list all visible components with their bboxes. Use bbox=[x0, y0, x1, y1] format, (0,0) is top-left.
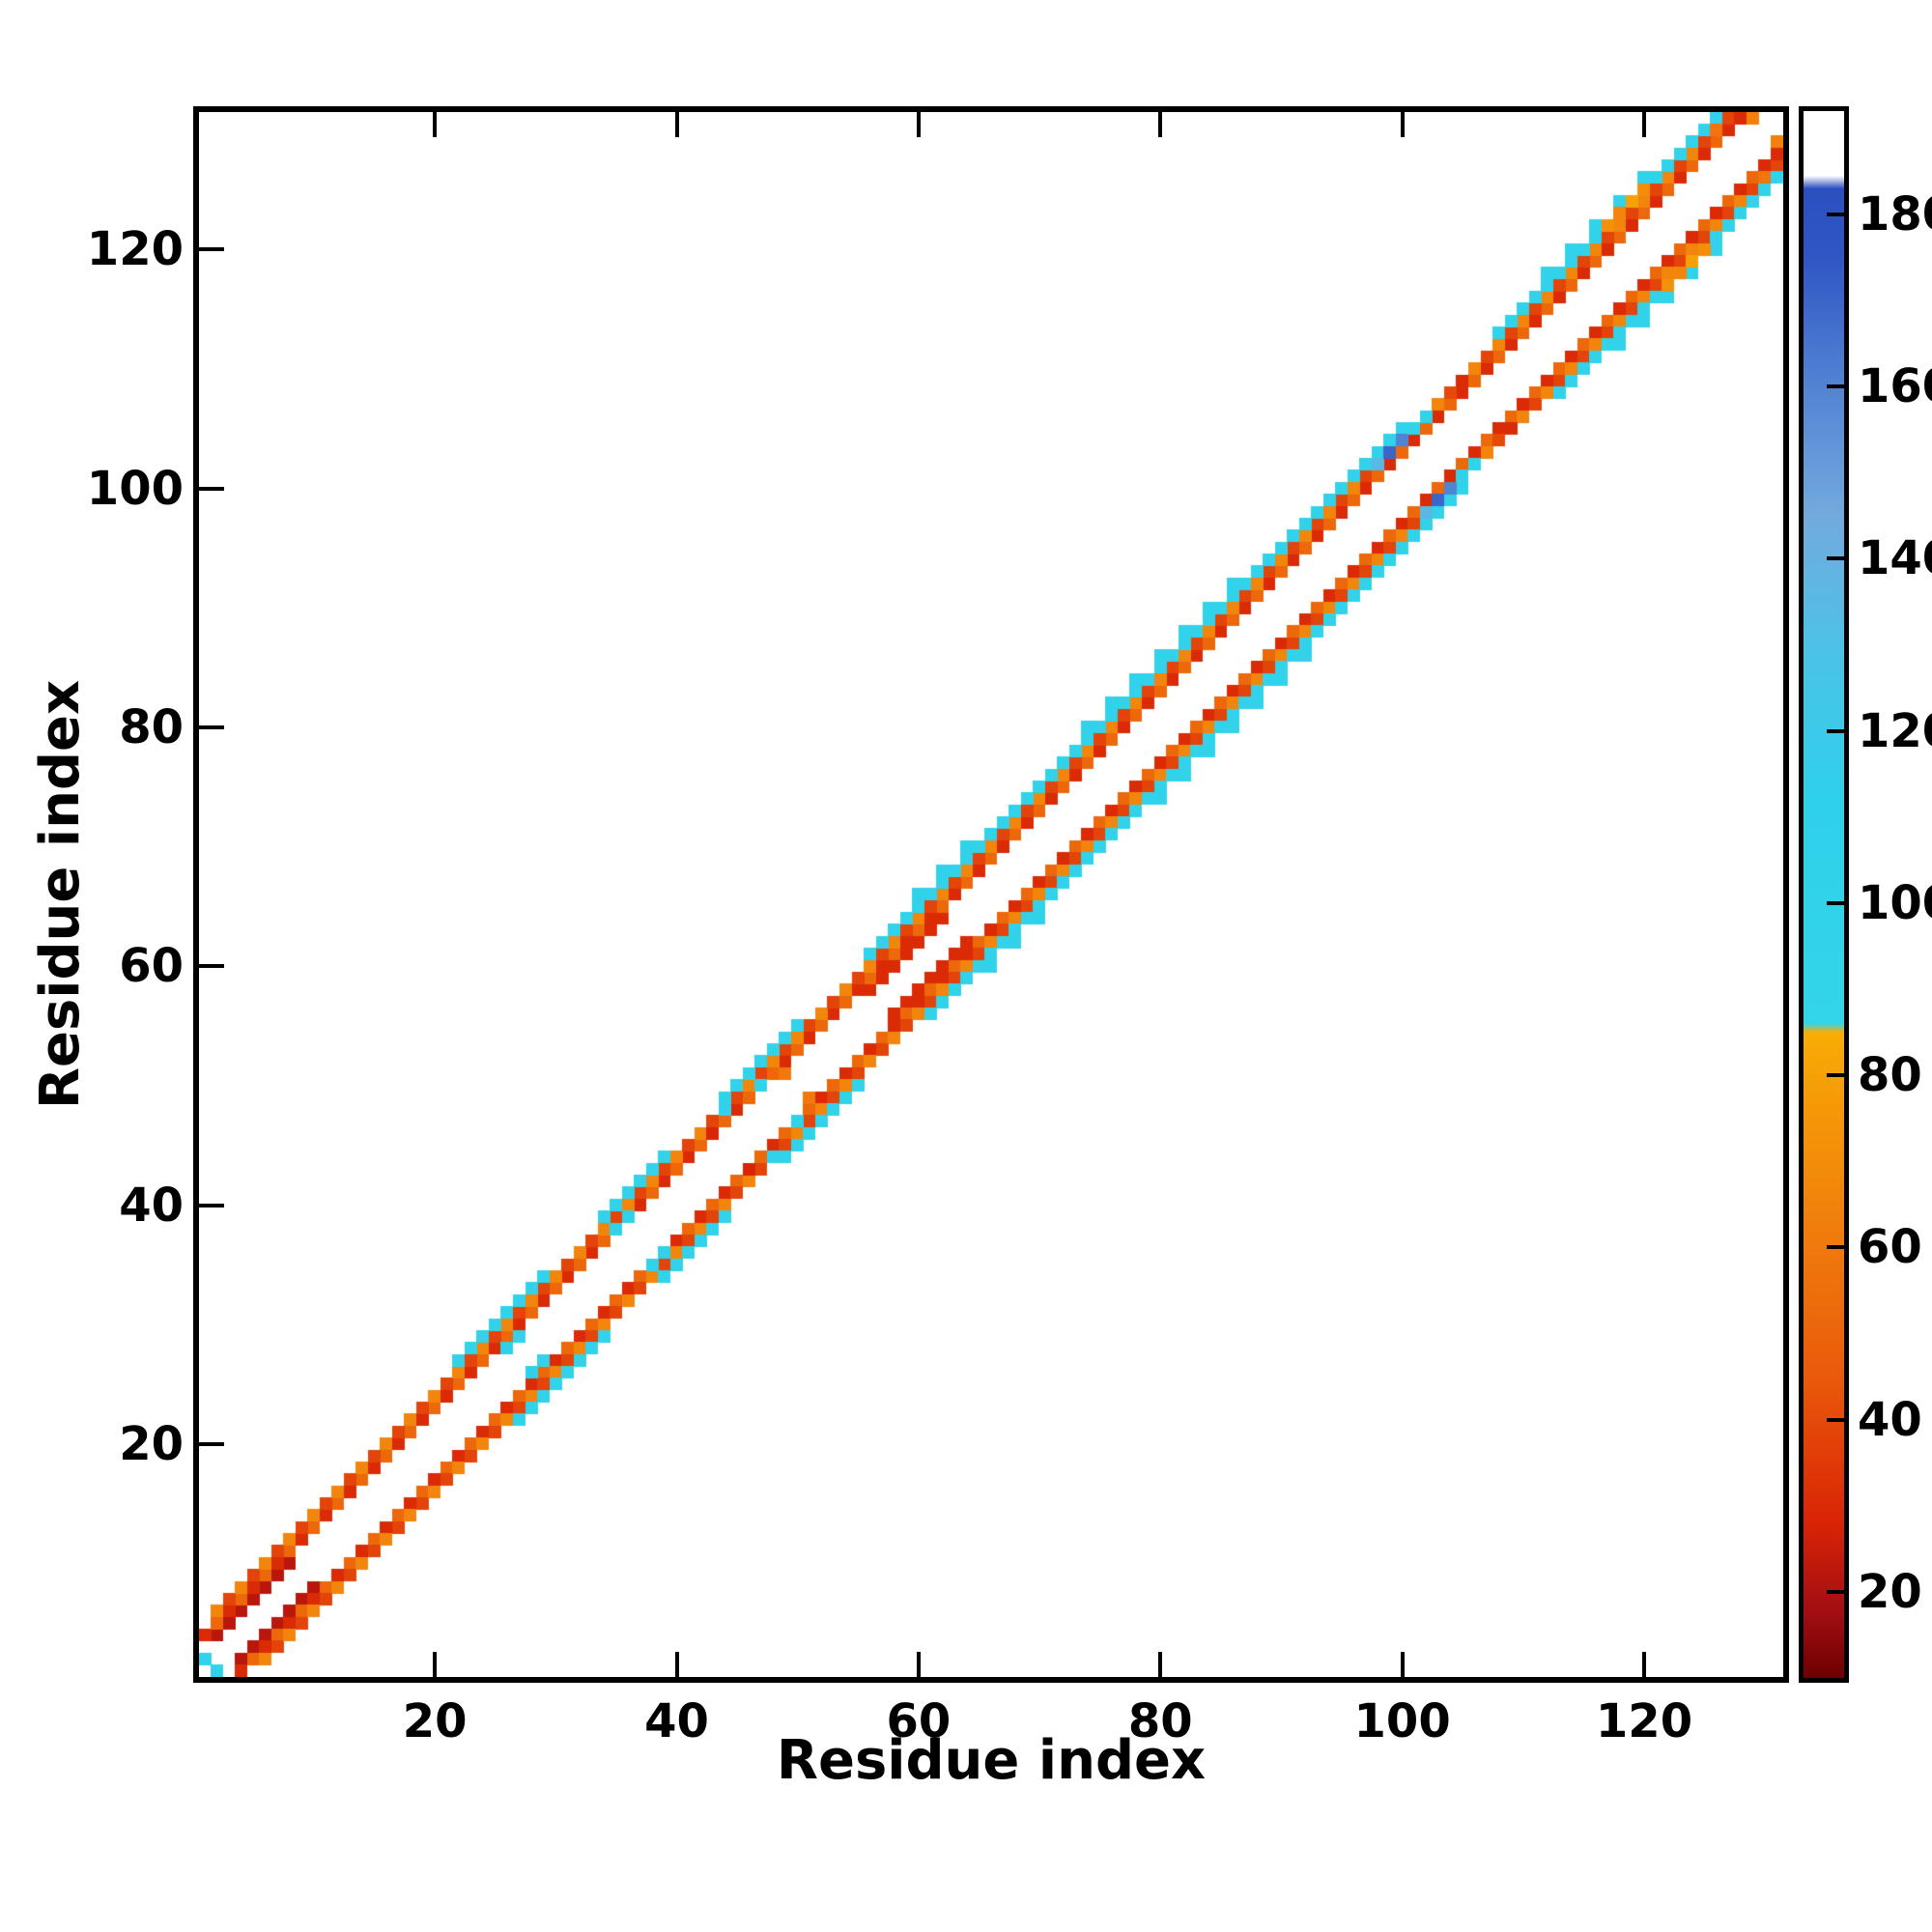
x-tick-mark bbox=[1400, 1652, 1405, 1677]
y-tick-label: 100 bbox=[86, 461, 184, 516]
x-tick-label: 100 bbox=[1353, 1694, 1451, 1748]
x-tick-mark bbox=[916, 112, 921, 137]
x-tick-label: 120 bbox=[1595, 1694, 1693, 1748]
colorbar-tick-mark bbox=[1827, 212, 1844, 216]
y-tick-label: 60 bbox=[119, 939, 184, 994]
x-tick-mark bbox=[1400, 112, 1405, 137]
colorbar-tick-label: 100 bbox=[1858, 875, 1932, 930]
x-tick-mark bbox=[433, 112, 438, 137]
y-tick-mark bbox=[199, 247, 224, 252]
x-tick-label: 60 bbox=[886, 1694, 952, 1748]
contact-map-canvas bbox=[199, 112, 1783, 1677]
x-tick-mark bbox=[1642, 1652, 1647, 1677]
y-tick-label: 20 bbox=[119, 1416, 184, 1471]
x-tick-label: 40 bbox=[644, 1694, 709, 1748]
x-tick-mark bbox=[433, 1652, 438, 1677]
colorbar-tick-label: 140 bbox=[1858, 531, 1932, 586]
y-tick-mark bbox=[199, 724, 224, 729]
colorbar-tick-mark bbox=[1827, 384, 1844, 389]
colorbar bbox=[1799, 106, 1849, 1683]
y-tick-mark bbox=[199, 1441, 224, 1446]
x-tick-label: 80 bbox=[1127, 1694, 1193, 1748]
y-tick-mark bbox=[199, 1203, 224, 1208]
x-tick-mark bbox=[916, 1652, 921, 1677]
colorbar-tick-label: 80 bbox=[1858, 1048, 1922, 1103]
colorbar-tick-mark bbox=[1827, 1589, 1844, 1594]
y-tick-mark bbox=[199, 486, 224, 491]
colorbar-gradient bbox=[1804, 111, 1844, 1678]
colorbar-tick-mark bbox=[1827, 900, 1844, 905]
colorbar-tick-mark bbox=[1827, 1417, 1844, 1422]
colorbar-tick-label: 180 bbox=[1858, 186, 1932, 242]
x-tick-mark bbox=[674, 112, 679, 137]
x-tick-mark bbox=[674, 1652, 679, 1677]
x-axis-label: Residue index bbox=[776, 1729, 1207, 1792]
y-tick-label: 40 bbox=[119, 1178, 184, 1233]
colorbar-tick-mark bbox=[1827, 556, 1844, 561]
colorbar-tick-label: 60 bbox=[1858, 1220, 1922, 1275]
colorbar-tick-label: 120 bbox=[1858, 703, 1932, 758]
colorbar-tick-mark bbox=[1827, 728, 1844, 733]
plot-area bbox=[193, 106, 1789, 1683]
y-tick-label: 80 bbox=[119, 699, 184, 754]
x-tick-mark bbox=[1158, 1652, 1163, 1677]
x-tick-mark bbox=[1158, 112, 1163, 137]
colorbar-tick-mark bbox=[1827, 1073, 1844, 1078]
x-tick-mark bbox=[1642, 112, 1647, 137]
colorbar-tick-label: 20 bbox=[1858, 1564, 1922, 1619]
y-tick-label: 120 bbox=[86, 222, 184, 277]
y-tick-mark bbox=[199, 964, 224, 969]
x-tick-label: 20 bbox=[402, 1694, 468, 1748]
colorbar-tick-label: 160 bbox=[1858, 359, 1932, 414]
colorbar-tick-mark bbox=[1827, 1245, 1844, 1250]
colorbar-tick-label: 40 bbox=[1858, 1392, 1922, 1447]
